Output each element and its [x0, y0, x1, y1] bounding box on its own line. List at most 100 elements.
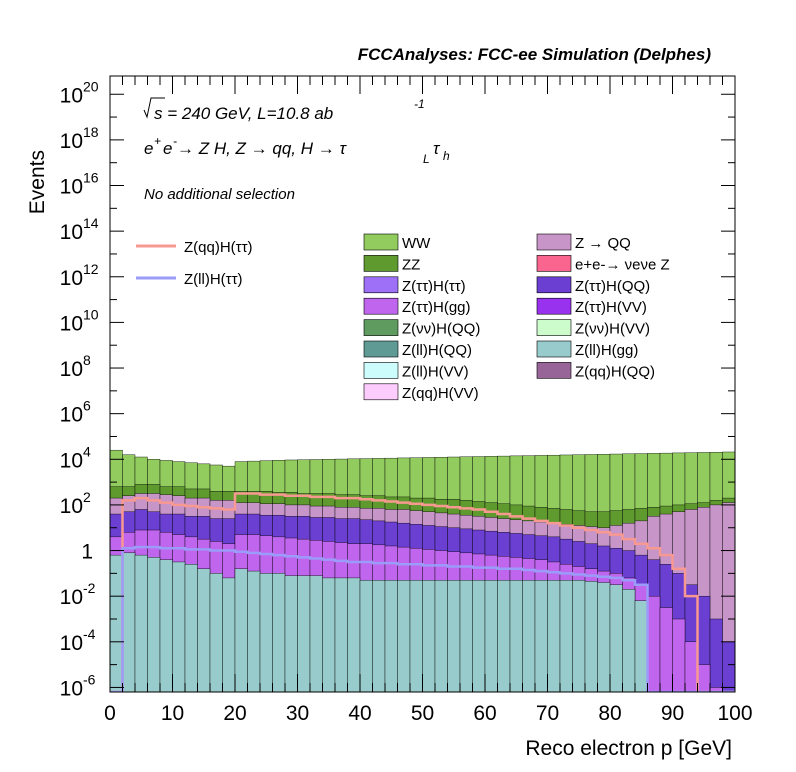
bar-z-ll-h-gg--20 — [359, 580, 373, 692]
y-tick-label: 10 — [60, 176, 83, 199]
overlay-line-z-qq-h- — [110, 492, 735, 692]
bar-z-ll-h-gg--1 — [122, 552, 136, 692]
annotation-line2-e1: e — [144, 139, 153, 158]
bar-z-ll-h-gg--3 — [147, 557, 161, 692]
legend-label: Z(qq)H(ττ) — [184, 239, 253, 256]
legend-label: Z(qq)H(QQ) — [575, 363, 655, 380]
bar-z-ll-h-gg--9 — [222, 577, 236, 692]
bar-z-ll-h-gg--23 — [397, 580, 411, 692]
bar-z-ll-h-gg--12 — [259, 573, 273, 692]
legend-swatch — [363, 276, 399, 294]
bar-z-ll-h-gg--14 — [284, 575, 298, 692]
legend-swatch — [363, 255, 399, 272]
bar-z-ll-h-gg--28 — [459, 580, 473, 692]
annotation-line2-sup1: + — [154, 134, 161, 148]
y-tick-label-exponent: 18 — [83, 124, 99, 140]
annotation-line2-sub1: L — [423, 152, 430, 166]
x-tick-label: 100 — [717, 702, 752, 725]
y-tick-label-exponent: 16 — [83, 170, 99, 186]
bar-z-ll-h-gg--35 — [547, 580, 561, 692]
legend-label: Z(qq)H(VV) — [402, 385, 479, 402]
legend-label: Z(νν)H(VV) — [575, 321, 650, 338]
x-tick-label: 0 — [104, 702, 116, 725]
bar-z-ll-h-gg--40 — [609, 584, 623, 692]
legend-label: Z(ll)H(gg) — [575, 342, 638, 359]
annotation-line1-sup: -1 — [414, 97, 425, 111]
y-tick-label: 10 — [60, 84, 83, 107]
y-tick-label-exponent: 20 — [83, 78, 99, 94]
annotation-line2-sub2: h — [443, 149, 450, 163]
y-axis-label: Events — [26, 150, 49, 214]
y-tick-label: 10 — [60, 677, 83, 700]
legend-swatch — [536, 362, 572, 379]
legend-label: WW — [402, 235, 431, 252]
legend-label: Z(ττ)H(VV) — [575, 299, 647, 316]
bar-z-ll-h-gg--26 — [434, 580, 448, 692]
y-tick-label: 10 — [60, 221, 83, 244]
legend-swatch — [363, 340, 399, 358]
y-tick-label-exponent: 12 — [83, 261, 99, 277]
bar-z-h-qq--48 — [709, 618, 723, 692]
bar-z-ll-h-gg--42 — [634, 600, 648, 692]
bar-z-ll-h-gg--39 — [597, 582, 611, 692]
bar-z-ll-h-gg--38 — [584, 581, 598, 692]
bar-z-ll-h-gg--0 — [110, 554, 123, 692]
legend-label: Z(νν)H(QQ) — [402, 321, 480, 338]
legend-label: Z(ττ)H(gg) — [402, 299, 471, 316]
legend-swatch — [536, 340, 572, 358]
bar-z-ll-h-gg--16 — [309, 575, 323, 692]
y-tick-label: 10 — [60, 358, 83, 381]
legend-swatch — [363, 297, 399, 315]
bar-z-h-qq--49 — [722, 641, 735, 692]
bar-z-ll-h-gg--2 — [134, 554, 148, 692]
legend-label: ZZ — [402, 256, 420, 273]
bar-z-ll-h-gg--34 — [534, 580, 548, 692]
x-tick-label: 70 — [536, 702, 559, 725]
legend-label: Z → QQ — [575, 235, 631, 252]
y-tick-label: 10 — [60, 267, 83, 290]
bar-z-ll-h-gg--22 — [384, 580, 398, 692]
bar-z-ll-h-gg--21 — [372, 580, 386, 692]
x-tick-label: 20 — [223, 702, 246, 725]
x-tick-label: 80 — [598, 702, 621, 725]
bar-z-ll-h-gg--41 — [622, 589, 636, 692]
bar-z-ll-h-gg--18 — [334, 577, 348, 692]
stack-bars — [110, 449, 735, 692]
bar-z-ll-h-gg--29 — [472, 580, 486, 692]
bar-z-ll-h-gg--32 — [509, 580, 523, 692]
y-tick-label-exponent: -6 — [83, 671, 96, 687]
legend-swatch — [363, 319, 399, 336]
y-tick-label: 10 — [60, 130, 83, 153]
bar-z-ll-h-gg--5 — [172, 561, 186, 692]
bar-z-ll-h-gg--7 — [197, 568, 211, 692]
y-tick-label-exponent: 6 — [83, 398, 91, 414]
y-tick-label-exponent: -4 — [83, 626, 96, 642]
bar-z-ll-h-gg--37 — [572, 580, 586, 692]
bar-z-h-gg--46 — [684, 641, 698, 692]
legend: Z(qq)H(ττ) Z(ll)H(ττ) WW ZZ Z(ττ)H(ττ) Z(ττ)H… — [136, 233, 670, 402]
legend-swatch — [363, 383, 399, 401]
chart-title: FCCAnalyses: FCC-ee Simulation (Delphes) — [358, 45, 712, 64]
bar-z-ll-h-gg--13 — [272, 573, 286, 692]
bar-z-ll-h-gg--4 — [159, 559, 173, 692]
y-tick-label-exponent: 10 — [83, 306, 99, 322]
bar-z-ll-h-gg--33 — [522, 580, 536, 692]
bar-z-ll-h-gg--17 — [322, 577, 336, 692]
annotation-line2-e2: e — [163, 139, 172, 158]
y-tick-label: 10 — [60, 404, 83, 427]
legend-label: Z(ττ)H(ττ) — [402, 278, 466, 295]
x-axis: 0 10 20 30 40 50 60 70 80 90 100 — [104, 76, 753, 725]
x-tick-label: 60 — [473, 702, 496, 725]
annotation-process: e + e - → Z H, Z → qq, H → τ L τ h — [144, 134, 450, 166]
bar-z-ll-h-gg--24 — [409, 580, 423, 692]
annotation-selection: No additional selection — [144, 186, 295, 203]
y-tick-label: 10 — [60, 449, 83, 472]
bar-z-ll-h-gg--11 — [247, 570, 261, 692]
y-tick-label-exponent: 8 — [83, 352, 91, 368]
bar-z-ll-h-gg--31 — [497, 580, 511, 692]
y-tick-label-exponent: 4 — [83, 443, 91, 459]
y-tick-label-exponent: -2 — [83, 580, 96, 596]
legend-swatch — [536, 233, 572, 251]
x-tick-label: 90 — [661, 702, 684, 725]
